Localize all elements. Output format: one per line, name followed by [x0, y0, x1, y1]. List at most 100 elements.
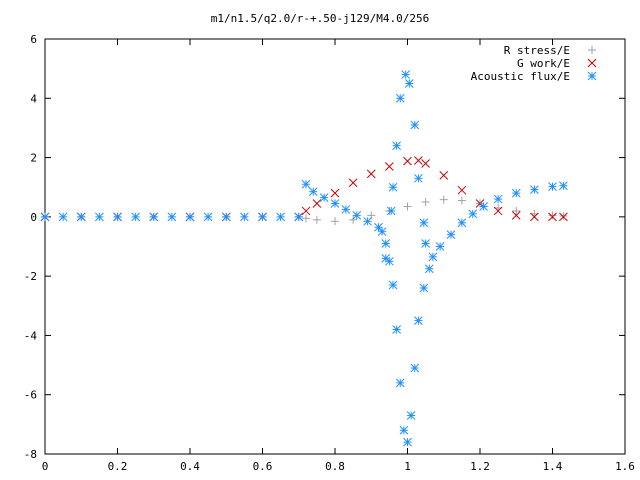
data-point: [308, 187, 318, 197]
data-point: [301, 206, 311, 216]
legend-label: Acoustic flux/E: [471, 70, 570, 83]
y-tick-label: -2: [24, 270, 37, 283]
plot-frame: [44, 38, 626, 455]
y-tick-label: 6: [30, 33, 37, 46]
data-point: [392, 141, 401, 151]
data-point: [131, 212, 140, 222]
data-point: [421, 239, 430, 248]
data-point: [468, 209, 478, 219]
data-point: [385, 162, 394, 171]
data-point: [58, 212, 68, 222]
data-point: [401, 70, 411, 79]
data-point: [399, 425, 409, 435]
data-point: [457, 196, 466, 205]
data-point: [167, 212, 177, 222]
y-tick-label: -8: [24, 448, 37, 461]
data-point: [388, 182, 398, 192]
data-point: [366, 169, 376, 179]
data-point: [352, 211, 362, 220]
data-point: [381, 239, 391, 248]
data-point: [446, 230, 456, 239]
data-point: [240, 212, 249, 222]
data-point: [493, 206, 503, 216]
data-point: [493, 194, 503, 204]
data-point: [395, 378, 405, 388]
data-point: [312, 215, 321, 224]
x-tick-label: 0.8: [325, 460, 345, 473]
data-point: [424, 264, 434, 274]
chart-title: m1/n1.5/q2.0/r-+.50-j129/M4.0/256: [211, 12, 430, 25]
data-point: [374, 222, 383, 232]
x-tick-label: 0: [42, 460, 49, 473]
data-point: [559, 181, 568, 191]
data-point: [395, 93, 405, 103]
data-point: [559, 212, 568, 222]
data-point: [421, 198, 430, 207]
data-point: [548, 182, 557, 191]
data-point: [511, 211, 521, 220]
series-layer: [40, 70, 568, 447]
data-point: [439, 171, 449, 180]
data-point: [221, 212, 231, 222]
y-tick-label: 4: [30, 92, 37, 105]
x-tick-label: 0.4: [180, 460, 200, 473]
data-point: [381, 254, 391, 263]
y-tick-label: 0: [30, 211, 37, 224]
x-tick-label: 1: [404, 460, 411, 473]
data-point: [419, 218, 429, 228]
data-point: [319, 193, 329, 202]
data-point: [312, 199, 322, 208]
data-point: [403, 202, 412, 211]
series-2: [40, 70, 568, 447]
data-point: [428, 252, 438, 262]
data-point: [414, 173, 423, 183]
x-tick-label: 1.2: [470, 460, 490, 473]
data-point: [548, 211, 557, 220]
legend-marker: [587, 58, 597, 68]
data-point: [341, 205, 351, 214]
data-point: [435, 242, 445, 251]
data-point: [113, 212, 122, 222]
legend-label: R stress/E: [504, 44, 570, 57]
legend-marker: [587, 71, 597, 81]
data-point: [76, 212, 86, 222]
data-point: [403, 156, 412, 166]
data-point: [330, 188, 340, 198]
data-point: [421, 159, 430, 168]
axis-ticks: 0 0.2 0.4 0.6 0.8 1 1.2 1.4 1.6 6 4 2 0 -2 -4 -6 -8: [24, 33, 635, 473]
data-point: [294, 212, 304, 222]
data-point: [349, 215, 358, 224]
data-point: [414, 156, 423, 165]
data-point: [439, 195, 448, 204]
x-tick-label: 0.2: [108, 460, 128, 473]
legend-label: G work/E: [517, 57, 570, 70]
data-point: [404, 79, 414, 88]
data-point: [388, 280, 398, 290]
series-1: [40, 156, 568, 222]
data-point: [377, 227, 387, 237]
series-0: [41, 195, 568, 226]
data-point: [348, 178, 358, 188]
data-point: [403, 437, 412, 447]
y-tick-label: 2: [30, 152, 37, 165]
data-point: [185, 212, 195, 222]
data-point: [392, 325, 401, 334]
data-point: [419, 283, 429, 293]
x-tick-label: 1.4: [543, 460, 563, 473]
data-point: [330, 199, 340, 208]
data-point: [40, 212, 50, 222]
data-point: [149, 212, 159, 222]
data-point: [512, 206, 521, 215]
legend-marker: [588, 46, 596, 54]
data-point: [363, 216, 372, 226]
data-point: [302, 214, 310, 223]
data-point: [511, 188, 521, 198]
data-point: [406, 411, 416, 420]
data-point: [331, 217, 339, 226]
data-point: [530, 212, 539, 222]
y-tick-label: -4: [24, 329, 38, 342]
data-point: [386, 206, 396, 216]
x-tick-label: 1.6: [615, 460, 635, 473]
